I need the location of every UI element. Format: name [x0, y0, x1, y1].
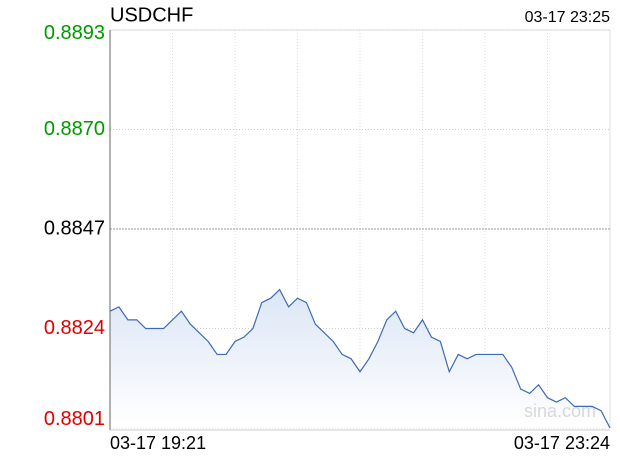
- timestamp: 03-17 23:25: [525, 9, 611, 26]
- y-tick-label: 0.8824: [44, 317, 105, 339]
- price-line: [109, 288, 611, 429]
- x-tick-label: 03-17 19:21: [110, 433, 206, 453]
- y-tick-label: 0.8893: [44, 22, 105, 44]
- y-tick-label: 0.8870: [44, 118, 105, 140]
- chart-title: USDCHF: [110, 4, 193, 26]
- x-tick-label: 03-17 23:24: [514, 433, 610, 453]
- y-tick-label: 0.8847: [44, 217, 105, 239]
- watermark: sina.com: [524, 401, 596, 421]
- area: [110, 289, 610, 428]
- y-tick-label: 0.8801: [44, 408, 105, 430]
